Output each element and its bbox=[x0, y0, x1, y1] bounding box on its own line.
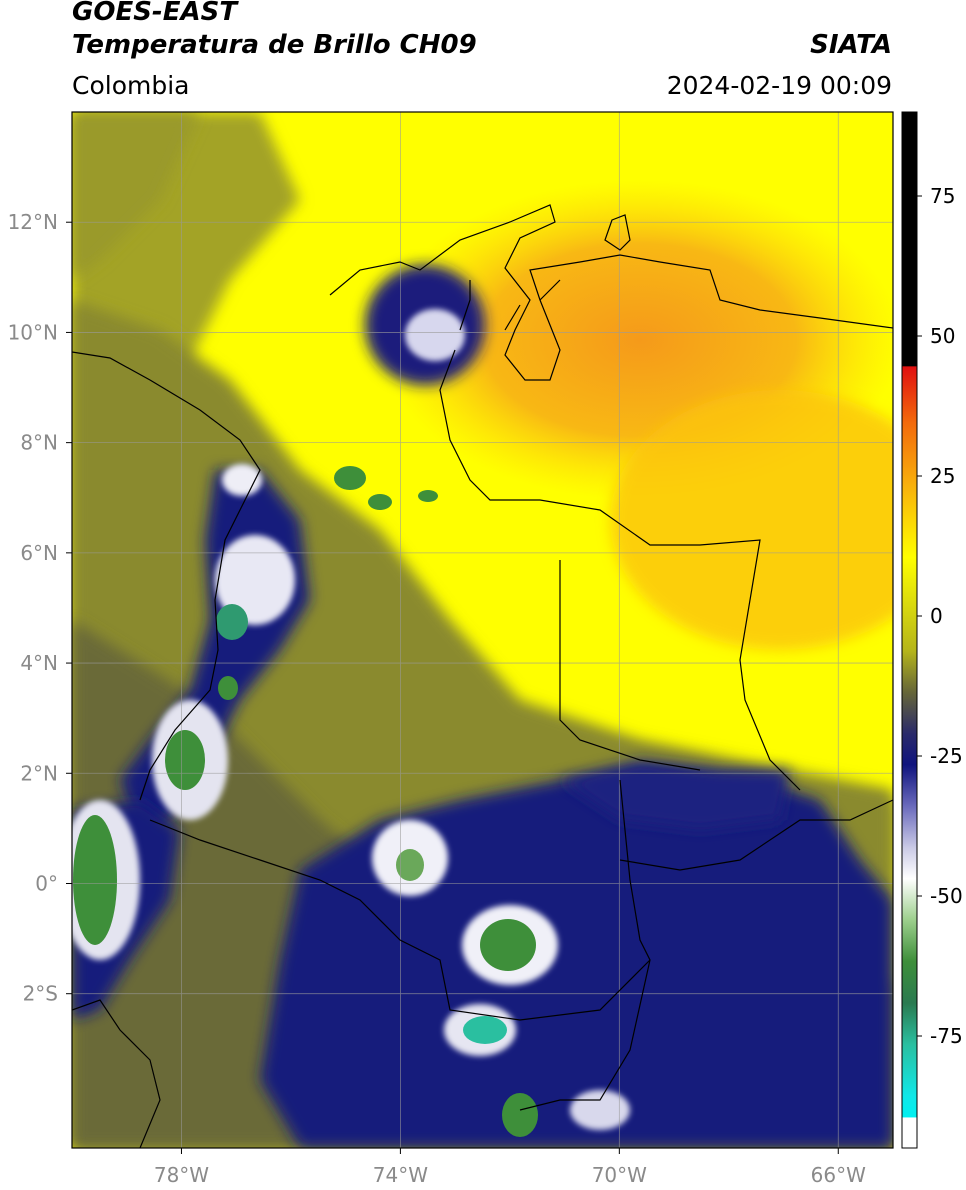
satellite-title: GOES-EAST bbox=[72, 0, 238, 27]
colorbar-tick-label: -50 bbox=[930, 884, 963, 908]
map-frame bbox=[71, 111, 894, 1149]
country-borders bbox=[72, 204, 893, 1148]
timestamp: 2024-02-19 00:09 bbox=[666, 71, 892, 100]
source-label: SIATA bbox=[810, 30, 892, 60]
colorbar-tick-label: 75 bbox=[930, 184, 955, 208]
colorbar-tick-label: 0 bbox=[930, 604, 943, 628]
lat-tick-label: 8°N bbox=[20, 431, 58, 455]
lon-tick-label: 74°W bbox=[373, 1163, 428, 1187]
region-label: Colombia bbox=[72, 71, 190, 100]
lat-tick-label: 2°S bbox=[23, 982, 58, 1006]
brightness-temperature-field bbox=[72, 112, 893, 1148]
product-title: Temperatura de Brillo CH09 bbox=[72, 30, 477, 60]
lat-tick-label: 6°N bbox=[20, 541, 58, 565]
lat-tick-label: 10°N bbox=[8, 320, 58, 344]
colorbar-tick-label: -75 bbox=[930, 1024, 963, 1048]
colorbar-tick-label: 25 bbox=[930, 464, 955, 488]
colorbar-tick-label: 50 bbox=[930, 324, 955, 348]
lon-tick-label: 78°W bbox=[154, 1163, 209, 1187]
longitude-axis: 78°W 74°W 70°W 66°W bbox=[154, 1148, 866, 1187]
lon-tick-label: 66°W bbox=[811, 1163, 866, 1187]
latitude-axis: 12°N 10°N 8°N 6°N 4°N 2°N 0° 2°S bbox=[8, 210, 72, 1006]
lat-tick-label: 4°N bbox=[20, 651, 58, 675]
lat-tick-label: 2°N bbox=[20, 761, 58, 785]
colorbar-ticks: 75 50 25 0 -25 -50 -75 bbox=[917, 184, 963, 1048]
lat-tick-label: 0° bbox=[35, 871, 58, 895]
lon-tick-label: 70°W bbox=[592, 1163, 647, 1187]
colorbar-tick-label: -25 bbox=[930, 744, 963, 768]
graticule bbox=[72, 112, 893, 1148]
lat-tick-label: 12°N bbox=[8, 210, 58, 234]
colorbar bbox=[901, 111, 918, 1149]
